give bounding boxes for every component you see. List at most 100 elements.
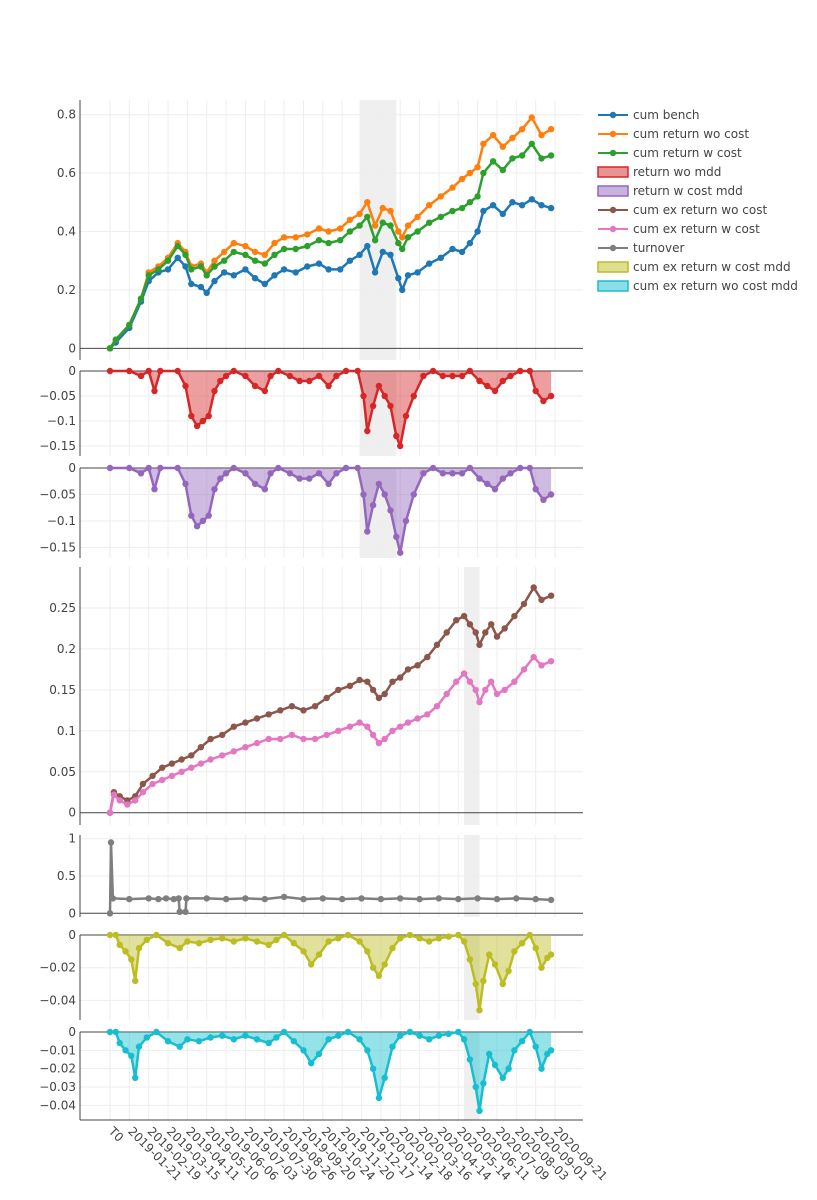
legend-item: cum bench — [598, 108, 700, 122]
data-point-cum_ex_return_w_cost_mdd — [381, 961, 388, 968]
data-point-cum_ex_return_w_cost — [178, 768, 185, 775]
series-line-cum_bench — [109, 198, 552, 350]
data-point-cum_ex_return_w_cost — [197, 760, 205, 767]
data-point-cum_ex_return_wo_cost_mdd — [356, 1036, 363, 1043]
data-point-cum_return_wo_cost — [356, 210, 363, 218]
data-point-return_w_cost_mdd — [369, 501, 377, 509]
y-tick-label: 0.5 — [57, 869, 76, 883]
data-point-cum_return_wo_cost — [337, 225, 344, 232]
data-point-cum_ex_return_w_cost — [124, 801, 131, 808]
data-point-return_w_cost_mdd — [205, 512, 212, 519]
data-point-cum_ex_return_w_cost_mdd — [518, 940, 526, 947]
data-point-cum_ex_return_wo_cost_mdd — [460, 1036, 468, 1043]
data-point-cum_ex_return_w_cost_mdd — [499, 980, 506, 988]
data-point-cum_bench — [414, 269, 421, 276]
data-point-cum_return_w_cost — [499, 166, 506, 174]
data-point-return_w_cost_mdd — [286, 470, 294, 477]
data-point-return_wo_mdd — [211, 387, 218, 395]
data-point-cum_bench — [437, 254, 444, 261]
data-point-cum_ex_return_w_cost — [472, 686, 479, 694]
data-point-return_w_cost_mdd — [325, 480, 332, 488]
data-point-cum_bench — [292, 269, 299, 276]
legend-label: cum return w cost — [633, 146, 742, 160]
data-point-cum_ex_return_w_cost_mdd — [476, 1007, 483, 1014]
data-point-cum_ex_return_w_cost — [547, 658, 555, 665]
data-point-turnover — [547, 896, 555, 904]
y-tick-label: −0.05 — [39, 487, 76, 501]
data-point-cum_ex_return_w_cost — [433, 703, 441, 710]
data-point-cum_ex_return_wo_cost_mdd — [455, 1028, 462, 1036]
data-point-cum_bench — [197, 283, 205, 291]
data-point-cum_return_w_cost — [346, 228, 354, 235]
data-point-return_w_cost_mdd — [420, 470, 427, 477]
data-point-cum_ex_return_w_cost_mdd — [511, 948, 518, 955]
data-point-cum_return_w_cost — [364, 213, 371, 221]
data-point-cum_bench — [164, 266, 172, 273]
data-point-cum_ex_return_wo_cost_mdd — [397, 1032, 404, 1039]
data-point-turnover — [170, 895, 177, 903]
y-tick-label: 1 — [68, 832, 76, 846]
data-point-return_wo_mdd — [306, 377, 313, 385]
data-point-turnover — [176, 908, 183, 915]
data-point-cum_ex_return_wo_cost_mdd — [472, 1083, 479, 1091]
data-point-cum_bench — [528, 196, 535, 203]
y-tick-label: 0.2 — [57, 642, 76, 656]
data-point-turnover — [416, 895, 423, 903]
legend-label: cum bench — [633, 108, 700, 122]
data-point-cum_ex_return_w_cost — [346, 723, 354, 730]
legend-label: return wo mdd — [633, 165, 721, 179]
y-tick-label: −0.1 — [47, 514, 76, 528]
data-point-cum_ex_return_wo_cost_mdd — [308, 1060, 315, 1067]
data-point-cum_ex_return_w_cost — [288, 731, 296, 739]
data-point-cum_bench — [230, 272, 237, 279]
data-point-cum_return_w_cost — [230, 248, 237, 256]
legend-item: cum ex return w cost — [598, 222, 760, 236]
data-point-cum_ex_return_w_cost — [424, 711, 431, 718]
data-point-cum_return_wo_cost — [466, 169, 474, 177]
data-point-cum_bench — [242, 266, 249, 273]
data-point-cum_ex_return_wo_cost_mdd — [416, 1032, 423, 1039]
legend-label: cum ex return w cost — [633, 222, 760, 236]
data-point-cum_return_w_cost — [458, 204, 466, 212]
data-point-cum_ex_return_wo_cost — [323, 694, 330, 702]
data-point-cum_ex_return_w_cost_mdd — [106, 931, 114, 939]
data-point-cum_ex_return_w_cost_mdd — [315, 951, 323, 958]
data-point-return_wo_mdd — [342, 367, 350, 375]
data-point-cum_ex_return_wo_cost — [207, 735, 214, 743]
y-tick-label: 0 — [68, 806, 76, 820]
data-point-return_w_cost_mdd — [526, 464, 533, 472]
data-point-cum_ex_return_w_cost — [106, 809, 114, 816]
x-axis: T02019-01-212019-02-192019-03-152019-04-… — [80, 1119, 610, 1183]
legend-swatch — [597, 166, 629, 178]
y-tick-label: 0.4 — [57, 224, 76, 238]
data-point-cum_return_w_cost — [356, 222, 363, 229]
data-point-cum_return_wo_cost — [538, 131, 545, 139]
data-point-turnover — [182, 908, 189, 915]
data-point-return_w_cost_mdd — [151, 486, 158, 493]
data-point-cum_ex_return_wo_cost_mdd — [128, 1052, 135, 1060]
data-point-cum_ex_return_wo_cost_mdd — [532, 1043, 539, 1050]
data-point-cum_return_wo_cost — [458, 175, 466, 183]
data-point-return_w_cost_mdd — [182, 480, 189, 488]
legend-label: cum ex return wo cost — [633, 203, 767, 217]
data-point-cum_ex_return_w_cost — [277, 735, 284, 743]
data-point-cum_return_wo_cost — [251, 248, 259, 256]
data-point-turnover — [435, 895, 443, 902]
data-point-turnover — [455, 895, 462, 903]
x-tick-label: T0 — [105, 1124, 126, 1145]
data-point-return_w_cost_mdd — [306, 475, 313, 482]
data-point-return_w_cost_mdd — [360, 491, 367, 498]
data-point-cum_ex_return_w_cost — [230, 748, 237, 755]
data-point-cum_ex_return_w_cost — [132, 797, 139, 804]
data-point-cum_return_wo_cost — [528, 114, 535, 121]
data-point-cum_ex_return_wo_cost_mdd — [184, 1036, 191, 1043]
data-point-cum_ex_return_w_cost — [538, 662, 545, 669]
data-point-return_wo_mdd — [375, 382, 383, 390]
data-point-cum_ex_return_wo_cost_mdd — [116, 1039, 123, 1047]
data-point-return_wo_mdd — [429, 367, 437, 375]
data-point-return_w_cost_mdd — [193, 523, 201, 530]
series-area-return_wo_mdd — [110, 371, 552, 446]
data-point-cum_ex_return_wo_cost_mdd — [300, 1047, 307, 1054]
data-point-turnover — [107, 839, 115, 846]
data-point-cum_return_w_cost — [164, 257, 172, 264]
